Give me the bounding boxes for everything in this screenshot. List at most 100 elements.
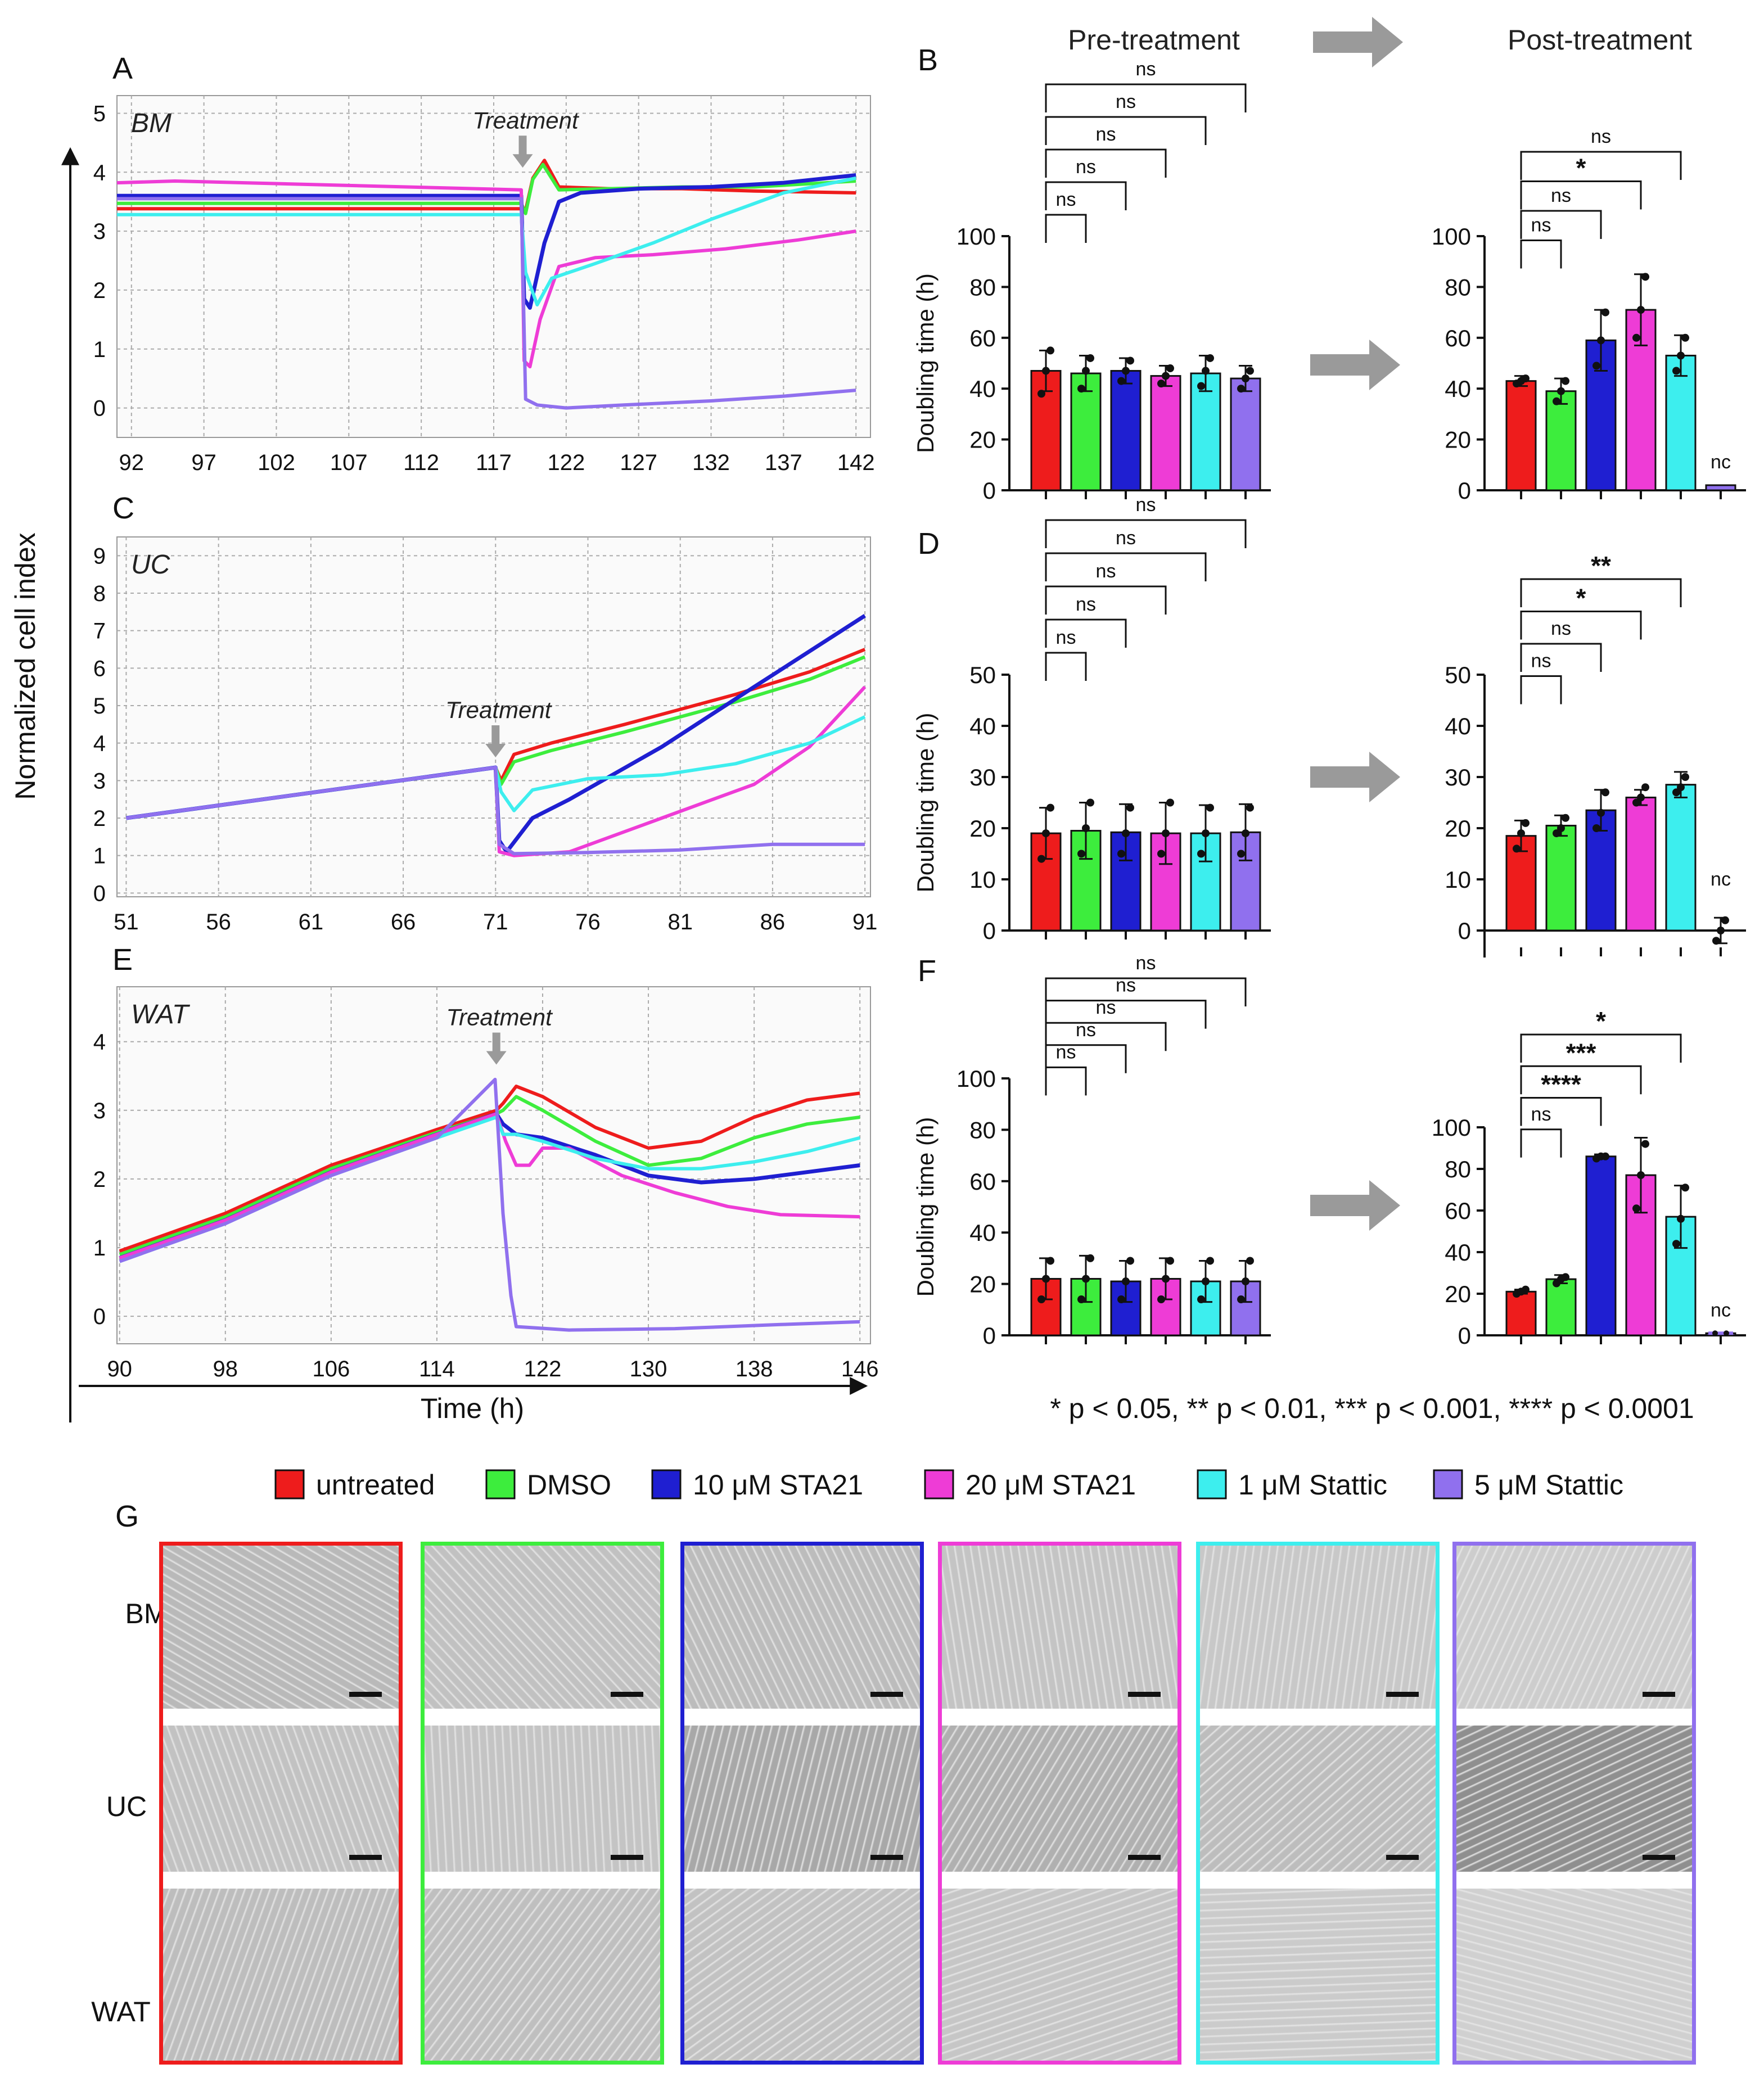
data-point bbox=[1077, 850, 1085, 858]
data-point bbox=[1037, 855, 1045, 863]
tile-gap bbox=[1200, 1709, 1436, 1726]
data-point bbox=[1082, 367, 1090, 375]
treatment-arrow bbox=[518, 136, 527, 155]
legend-swatch bbox=[485, 1469, 516, 1500]
y-tick-label: 20 bbox=[969, 815, 996, 842]
bar bbox=[1150, 375, 1181, 491]
scale-bar bbox=[349, 2062, 382, 2065]
data-point bbox=[1237, 850, 1245, 858]
y-tick-label: 60 bbox=[1445, 325, 1471, 351]
significance-bracket bbox=[1520, 210, 1602, 239]
y-tick-label: 50 bbox=[1445, 662, 1471, 688]
significance-bracket bbox=[1520, 675, 1562, 704]
legend-label: 5 μM Stattic bbox=[1474, 1469, 1623, 1501]
data-point bbox=[1637, 1171, 1645, 1180]
y-tick-label: 80 bbox=[969, 274, 996, 300]
significance-bracket bbox=[1520, 578, 1682, 607]
y-tick-label: 4 bbox=[93, 1030, 106, 1055]
data-point bbox=[1553, 397, 1560, 405]
y-tick-label: 40 bbox=[1445, 713, 1471, 739]
y-tick-label: 0 bbox=[983, 477, 996, 504]
data-point bbox=[1206, 803, 1214, 812]
data-point bbox=[1086, 1254, 1094, 1262]
significance-label: ns bbox=[1096, 124, 1116, 145]
y-tick-label: 1 bbox=[93, 337, 106, 362]
data-point bbox=[1206, 1257, 1214, 1265]
significance-label: ns bbox=[1056, 627, 1076, 648]
data-point bbox=[1197, 382, 1205, 390]
data-point bbox=[1046, 346, 1054, 355]
arrow-row-f bbox=[1310, 1180, 1400, 1231]
x-tick-label: 107 bbox=[330, 450, 368, 475]
significance-label: **** bbox=[1541, 1070, 1581, 1099]
chart-bm-cell-index: A 92 97 102 107 112 117 122 127 132 137 142 0 1 2 3 4 5 BM… bbox=[93, 52, 875, 475]
panel-letter: B bbox=[918, 43, 938, 77]
y-axis-label: Doubling time (h) bbox=[912, 713, 939, 893]
micrograph-image bbox=[684, 1889, 920, 2061]
x-tick-label: 138 bbox=[736, 1357, 773, 1381]
y-tick-label: 80 bbox=[1445, 274, 1471, 300]
data-point bbox=[1046, 1257, 1054, 1265]
micrograph-image bbox=[163, 1546, 399, 1709]
y-tick-label: 0 bbox=[983, 918, 996, 944]
panel-letter-c: C bbox=[112, 491, 134, 525]
scale-bar bbox=[1643, 2062, 1675, 2065]
y-tick-label: 10 bbox=[969, 866, 996, 893]
bar bbox=[1585, 1155, 1617, 1336]
data-point bbox=[1553, 829, 1560, 838]
x-tick-label: 81 bbox=[667, 910, 693, 934]
data-point bbox=[1122, 1277, 1130, 1286]
data-point bbox=[1197, 850, 1205, 858]
significance-bracket bbox=[1045, 1066, 1087, 1096]
scale-bar bbox=[1386, 1692, 1419, 1697]
significance-bracket bbox=[1045, 585, 1167, 615]
data-point bbox=[1601, 308, 1609, 317]
scale-bar bbox=[1128, 2062, 1161, 2065]
y-tick-label: 10 bbox=[1445, 866, 1471, 893]
data-point bbox=[1042, 829, 1050, 838]
y-tick-label: 2 bbox=[93, 1167, 106, 1192]
treatment-arrow-head bbox=[512, 154, 533, 168]
legend: untreated DMSO 10 μM STA21 20 μM STA21 1 μM … bbox=[274, 1469, 1623, 1501]
y-tick-label: 100 bbox=[1432, 1114, 1471, 1141]
data-point bbox=[1721, 916, 1729, 924]
data-point bbox=[1077, 385, 1085, 393]
data-point bbox=[1166, 798, 1174, 807]
significance-bracket bbox=[1045, 116, 1207, 145]
legend-label: 1 μM Stattic bbox=[1238, 1469, 1387, 1501]
data-point bbox=[1641, 1140, 1649, 1148]
series-line bbox=[125, 715, 866, 820]
scale-bar bbox=[1386, 1855, 1419, 1860]
y-tick-label: 8 bbox=[93, 581, 106, 606]
y-tick-label: 0 bbox=[1458, 477, 1471, 504]
legend-swatch bbox=[1433, 1469, 1463, 1500]
data-point bbox=[1117, 377, 1125, 385]
data-point bbox=[1202, 829, 1210, 838]
y-tick-label: 3 bbox=[93, 219, 106, 244]
data-point bbox=[1601, 1152, 1609, 1160]
data-point bbox=[1677, 351, 1685, 360]
treatment-arrow bbox=[492, 1032, 500, 1052]
significance-label: ns bbox=[1096, 561, 1116, 582]
bar bbox=[1665, 354, 1697, 491]
data-point bbox=[1197, 1295, 1205, 1304]
y-tick-label: 5 bbox=[93, 694, 106, 719]
significance-bracket bbox=[1045, 977, 1247, 1006]
data-point bbox=[1672, 1240, 1680, 1248]
y-tick-label: 20 bbox=[1445, 1281, 1471, 1307]
data-point bbox=[1162, 1275, 1170, 1283]
data-point bbox=[1632, 1204, 1640, 1213]
significance-bracket bbox=[1520, 1128, 1562, 1158]
panel-letter-e: E bbox=[112, 943, 133, 977]
data-point bbox=[1672, 367, 1680, 375]
micrograph-image bbox=[163, 1726, 399, 1872]
x-tick-label: 122 bbox=[547, 450, 585, 475]
nc-label: nc bbox=[1711, 1299, 1731, 1321]
data-point bbox=[1562, 377, 1569, 385]
data-point bbox=[1712, 937, 1720, 945]
data-point bbox=[1117, 1295, 1125, 1304]
significance-bracket bbox=[1045, 83, 1247, 112]
data-point bbox=[1641, 273, 1649, 281]
